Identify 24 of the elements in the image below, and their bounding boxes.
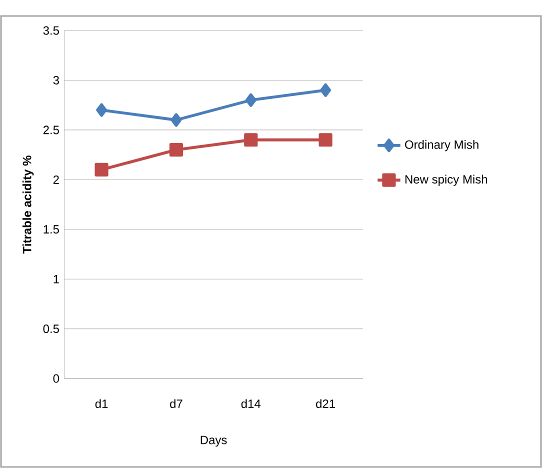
point	[245, 93, 256, 107]
y-tick-label: 3.5	[43, 26, 59, 35]
point	[169, 143, 184, 157]
point	[94, 162, 108, 177]
point	[320, 83, 332, 97]
y-tick-label: 2	[53, 175, 59, 184]
legend-label: Ordinary Mish	[405, 140, 478, 152]
legend-label: New spicy Mish	[405, 174, 488, 186]
x-tick-label: d14	[241, 399, 261, 408]
y-tick-label: 1.5	[44, 225, 59, 234]
point	[96, 103, 108, 117]
y-tick-label: 0	[53, 374, 60, 383]
y-tick-label: 2.5	[43, 126, 59, 134]
x-axis-title: Days	[200, 436, 227, 447]
x-tick-label: d7	[170, 399, 182, 408]
y-tick-label: 3	[53, 76, 59, 84]
point	[170, 113, 182, 127]
point	[244, 133, 258, 147]
point	[318, 133, 332, 147]
y-tick-label: 1	[54, 274, 59, 284]
y-axis-title: Titrable acidity %	[22, 156, 34, 254]
y-tick-label: 0.5	[43, 324, 59, 334]
x-tick-label: d21	[316, 399, 335, 408]
x-tick-label: d1	[95, 399, 108, 408]
